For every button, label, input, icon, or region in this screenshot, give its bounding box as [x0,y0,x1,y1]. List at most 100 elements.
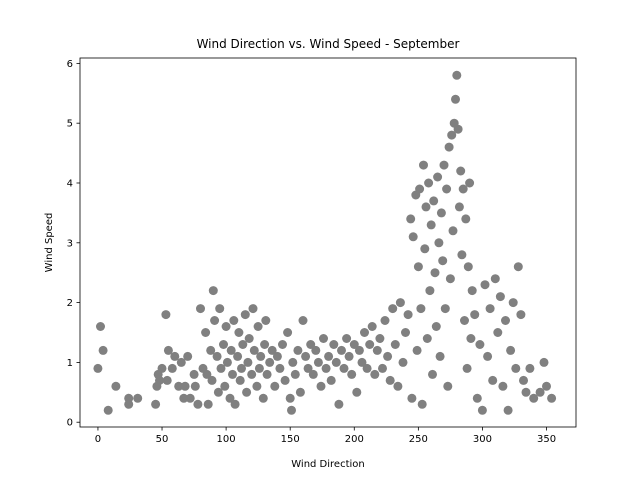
x-tick-label-100: 100 [217,434,236,445]
data-point-129 [412,345,422,355]
data-point-99 [339,363,349,373]
data-point-125 [406,214,416,224]
data-point-74 [278,340,287,349]
data-point-108 [362,363,372,373]
chart-title: Wind Direction vs. Wind Speed - Septembe… [197,37,460,51]
data-point-109 [365,340,375,349]
data-point-18 [174,381,184,391]
data-point-170 [465,178,475,188]
data-point-16 [167,363,177,373]
data-point-81 [293,345,303,355]
data-point-111 [370,369,380,379]
x-tick-label-0: 0 [95,434,101,445]
x-tick-label-150: 150 [281,434,300,445]
data-point-72 [272,351,282,361]
y-tick-label-3: 3 [67,238,73,249]
data-point-55 [242,387,252,397]
data-point-169 [463,262,473,272]
data-point-32 [206,345,216,355]
data-point-100 [342,334,352,343]
data-point-40 [219,340,228,349]
data-point-56 [243,357,253,367]
data-point-34 [208,286,218,296]
data-point-8 [151,399,161,409]
data-point-187 [506,345,516,355]
data-point-44 [225,393,235,403]
data-point-156 [447,130,457,140]
data-point-162 [454,202,464,212]
data-point-1 [96,322,105,331]
data-point-145 [433,172,443,182]
data-point-179 [485,304,495,314]
data-point-159 [451,94,460,104]
data-point-88 [311,345,321,355]
data-point-184 [498,381,508,391]
data-point-92 [321,363,331,373]
data-point-194 [525,363,535,373]
data-point-167 [461,214,471,224]
data-point-85 [303,363,313,373]
data-point-113 [375,334,385,343]
data-point-193 [521,387,531,397]
data-point-133 [417,399,427,409]
data-point-35 [210,316,220,325]
data-point-14 [162,375,172,385]
data-point-45 [226,345,236,355]
data-point-157 [448,226,458,236]
data-point-135 [420,244,430,254]
data-point-188 [508,298,518,308]
data-point-119 [390,340,400,349]
data-point-33 [207,375,217,385]
data-point-148 [436,208,446,218]
data-point-98 [337,345,346,355]
data-point-142 [429,196,439,206]
data-point-65 [258,393,268,403]
x-axis-ticks: 0 50 100 150 200 250 300 350 [95,427,556,445]
data-point-11 [155,375,164,385]
data-point-54 [240,310,250,320]
data-point-134 [419,160,428,170]
y-tick-label-5: 5 [67,119,73,130]
data-point-131 [415,184,425,194]
data-point-178 [483,351,493,361]
data-point-103 [349,340,359,349]
data-point-144 [431,322,441,331]
data-point-13 [161,310,171,320]
data-point-122 [398,357,408,367]
data-point-117 [385,375,395,385]
data-point-25 [190,381,200,391]
data-point-69 [265,357,275,367]
data-point-116 [383,351,393,361]
data-point-21 [180,381,190,391]
data-point-164 [457,250,467,260]
data-point-126 [407,393,417,403]
data-point-82 [295,387,305,397]
data-point-86 [306,340,316,349]
data-point-24 [189,369,199,379]
y-axis-label: Wind Speed [44,213,55,273]
data-point-146 [434,238,444,248]
data-point-53 [238,340,248,349]
data-point-48 [230,399,240,409]
data-point-84 [301,351,311,361]
data-point-50 [234,328,244,337]
data-point-93 [324,351,334,361]
data-point-191 [516,310,526,320]
data-point-73 [275,363,285,373]
data-point-105 [354,345,364,355]
data-point-2 [98,345,108,355]
data-point-196 [535,387,545,397]
data-point-161 [453,124,463,134]
data-point-64 [256,351,266,361]
data-point-94 [326,375,336,385]
data-point-137 [422,334,432,343]
data-point-22 [183,351,193,361]
data-point-150 [439,160,449,170]
data-point-95 [329,340,339,349]
data-point-192 [519,375,528,385]
data-point-26 [193,399,203,409]
data-point-57 [244,334,254,343]
x-tick-label-250: 250 [409,434,428,445]
data-point-15 [163,345,173,355]
